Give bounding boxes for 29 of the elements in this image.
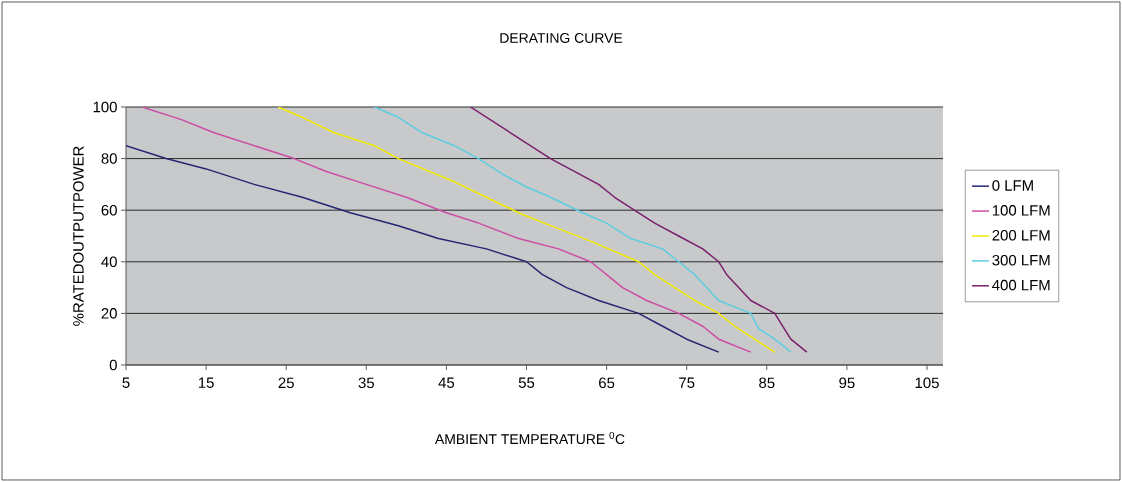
x-tick-label: 85 xyxy=(759,377,775,389)
legend-label: 0 LFM xyxy=(992,180,1033,191)
y-tick-label: 40 xyxy=(101,256,117,268)
x-axis-title: AMBIENT TEMPERATURE $^{0}$C xyxy=(434,431,625,445)
x-tick-label: 15 xyxy=(198,377,214,388)
y-axis-title: %RATEDOUTPUTPOWER xyxy=(73,146,84,326)
x-tick-label: 95 xyxy=(839,377,855,389)
x-tick-label: 5 xyxy=(122,377,130,388)
x-tick-label: 25 xyxy=(278,377,294,389)
y-tick-label: 20 xyxy=(101,308,117,319)
x-tick-label: 65 xyxy=(599,377,615,389)
legend-label: 200 LFM xyxy=(992,230,1050,241)
line-series xyxy=(469,106,808,353)
legend-label: 100 LFM xyxy=(992,205,1050,216)
x-tick-label: 75 xyxy=(679,377,695,388)
x-tick-label: 35 xyxy=(358,377,374,389)
y-tick-label: 100 xyxy=(93,101,117,113)
x-tick-label: 45 xyxy=(438,377,455,388)
y-tick-label: 80 xyxy=(101,153,117,164)
x-tick-label: 105 xyxy=(915,377,939,389)
line-series xyxy=(126,144,720,353)
legend-label: 400 LFM xyxy=(992,279,1050,291)
line-series xyxy=(373,106,792,353)
y-tick-label: 60 xyxy=(101,204,117,216)
y-tick-label: 0 xyxy=(109,359,117,371)
x-tick-label: 55 xyxy=(518,377,535,388)
chart-title: DERATING CURVE xyxy=(500,33,623,43)
legend-label: 300 LFM xyxy=(992,254,1050,266)
line-series xyxy=(277,106,776,353)
